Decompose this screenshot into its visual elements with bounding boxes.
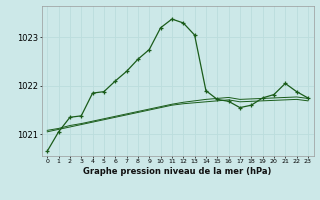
X-axis label: Graphe pression niveau de la mer (hPa): Graphe pression niveau de la mer (hPa) <box>84 167 272 176</box>
